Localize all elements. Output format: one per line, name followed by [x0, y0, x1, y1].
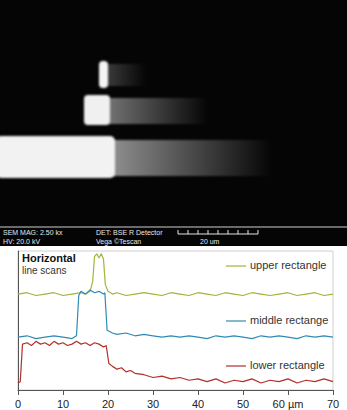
svg-text:40: 40	[192, 398, 204, 410]
svg-text:HV: 20.0 kV: HV: 20.0 kV	[3, 238, 40, 245]
svg-text:upper rectangle: upper rectangle	[250, 259, 326, 271]
svg-text:lower rectangle: lower rectangle	[250, 359, 325, 371]
svg-text:20 um: 20 um	[200, 238, 220, 245]
svg-text:Vega ©Tescan: Vega ©Tescan	[96, 238, 141, 246]
svg-text:60 µm: 60 µm	[273, 398, 304, 410]
svg-text:line scans: line scans	[22, 265, 66, 276]
svg-text:middle rectange: middle rectange	[250, 314, 328, 326]
svg-text:20: 20	[102, 398, 114, 410]
svg-text:Horizontal: Horizontal	[22, 252, 76, 264]
svg-text:SEM MAG: 2.50 kx: SEM MAG: 2.50 kx	[3, 229, 63, 236]
svg-text:50: 50	[237, 398, 249, 410]
svg-text:10: 10	[57, 398, 69, 410]
svg-text:30: 30	[147, 398, 159, 410]
svg-text:70: 70	[327, 398, 339, 410]
svg-text:0: 0	[15, 398, 21, 410]
svg-text:DET: BSE R Detector: DET: BSE R Detector	[96, 229, 163, 236]
